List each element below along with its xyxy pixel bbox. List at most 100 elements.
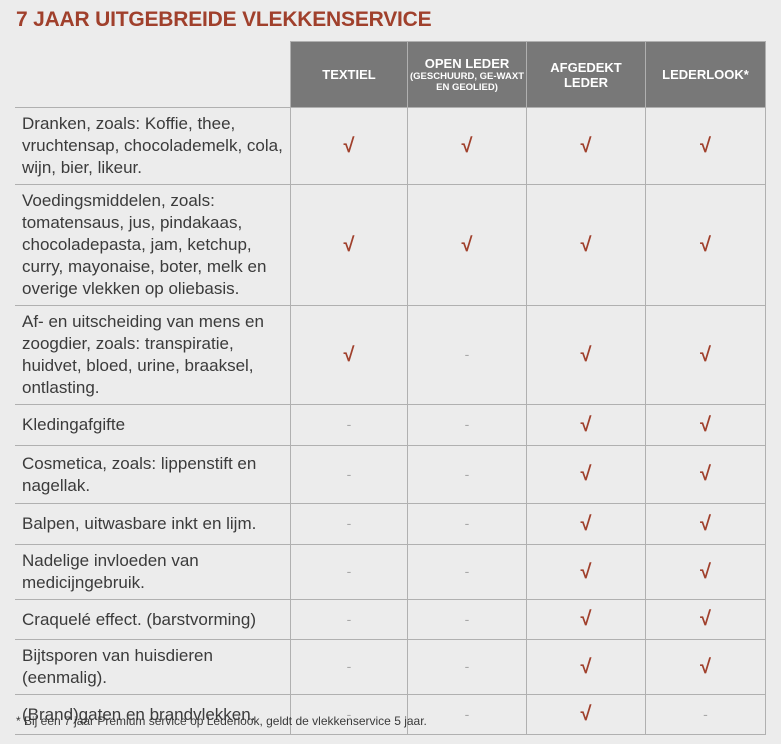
row-label: (Brand)gaten en brandvlekken.	[15, 694, 291, 735]
dash-icon: -	[464, 465, 470, 482]
check-icon: √	[343, 233, 355, 256]
coverage-cell: -	[407, 599, 527, 640]
dash-icon: -	[464, 346, 470, 362]
coverage-cell: -	[290, 503, 408, 545]
check-icon: √	[343, 134, 355, 157]
check-icon: √	[580, 655, 592, 678]
coverage-cell: -	[645, 694, 766, 735]
table-row: Nadelige invloeden van medicijngebruik. -…	[15, 544, 766, 600]
coverage-cell: √	[526, 107, 646, 185]
check-icon: √	[580, 463, 592, 485]
column-label: AFGEDEKT LEDER	[550, 59, 622, 90]
coverage-cell: √	[526, 599, 646, 640]
coverage-cell: -	[290, 599, 408, 640]
row-label: Af- en uitscheiding van mens en zoogdier…	[15, 305, 291, 405]
table-row: Kledingafgifte - - √ √	[15, 404, 766, 446]
column-label: LEDERLOOK*	[662, 67, 749, 82]
row-label: Craquelé effect. (barstvorming)	[15, 599, 291, 640]
coverage-cell: √	[526, 404, 646, 446]
coverage-cell: √	[526, 184, 646, 306]
coverage-cell: -	[290, 544, 408, 600]
page-title: 7 JAAR UITGEBREIDE VLEKKENSERVICE	[16, 8, 432, 31]
dash-icon: -	[346, 416, 352, 432]
coverage-cell: √	[645, 445, 766, 504]
coverage-cell: √	[526, 305, 646, 405]
row-label: Cosmetica, zoals: lippenstift en nagella…	[15, 445, 291, 504]
check-icon: √	[580, 343, 592, 366]
coverage-cell: √	[645, 107, 766, 185]
check-icon: √	[700, 655, 711, 678]
dash-icon: -	[346, 705, 352, 722]
dash-icon: -	[464, 416, 470, 432]
check-icon: √	[700, 413, 711, 436]
table-row: (Brand)gaten en brandvlekken. - - √ -	[15, 694, 766, 735]
coverage-cell: √	[645, 599, 766, 640]
dash-icon: -	[464, 515, 470, 531]
dash-icon: -	[346, 658, 352, 674]
coverage-cell: √	[526, 503, 646, 545]
dash-icon: -	[703, 705, 708, 722]
coverage-cell: -	[290, 639, 408, 695]
check-icon: √	[580, 413, 592, 436]
check-icon: √	[580, 233, 592, 256]
coverage-cell: √	[290, 184, 408, 306]
dash-icon: -	[464, 610, 470, 627]
coverage-cell: √	[407, 107, 527, 185]
row-label: Dranken, zoals: Koffie, thee, vruchtensa…	[15, 107, 291, 185]
column-header-textiel: TEXTIEL	[290, 41, 408, 108]
check-icon: √	[700, 608, 711, 630]
row-label: Bijtsporen van huisdieren (eenmalig).	[15, 639, 291, 695]
coverage-cell: -	[407, 445, 527, 504]
check-icon: √	[700, 560, 711, 583]
table-row: Dranken, zoals: Koffie, thee, vruchtensa…	[15, 107, 766, 185]
column-header-open-leder: OPEN LEDER (GESCHUURD, GE-WAXT EN GEOLIE…	[407, 41, 527, 108]
coverage-cell: √	[290, 305, 408, 405]
table-row: Af- en uitscheiding van mens en zoogdier…	[15, 305, 766, 405]
table-row: Cosmetica, zoals: lippenstift en nagella…	[15, 445, 766, 504]
header-empty-cell	[15, 41, 291, 108]
row-label: Voedingsmiddelen, zoals: tomatensaus, ju…	[15, 184, 291, 306]
check-icon: √	[580, 608, 592, 630]
coverage-cell: -	[290, 404, 408, 446]
check-icon: √	[580, 134, 592, 157]
coverage-cell: -	[407, 694, 527, 735]
coverage-cell: -	[407, 305, 527, 405]
check-icon: √	[461, 134, 473, 157]
table-row: Voedingsmiddelen, zoals: tomatensaus, ju…	[15, 184, 766, 306]
dash-icon: -	[346, 465, 352, 482]
coverage-cell: √	[645, 503, 766, 545]
column-header-lederlook: LEDERLOOK*	[645, 41, 766, 108]
coverage-cell: √	[645, 544, 766, 600]
coverage-cell: √	[526, 639, 646, 695]
table-row: Craquelé effect. (barstvorming) - - √ √	[15, 599, 766, 640]
coverage-cell: √	[645, 305, 766, 405]
coverage-cell: √	[645, 184, 766, 306]
column-header-afgedekt-leder: AFGEDEKT LEDER	[526, 41, 646, 108]
coverage-cell: -	[290, 445, 408, 504]
check-icon: √	[580, 703, 592, 725]
check-icon: √	[700, 512, 711, 535]
check-icon: √	[700, 463, 711, 485]
coverage-cell: -	[407, 639, 527, 695]
dash-icon: -	[346, 515, 352, 531]
check-icon: √	[580, 512, 592, 535]
coverage-cell: -	[407, 404, 527, 446]
check-icon: √	[343, 343, 355, 366]
table-row: Balpen, uitwasbare inkt en lijm. - - √ √	[15, 503, 766, 545]
check-icon: √	[461, 233, 473, 256]
dash-icon: -	[346, 563, 352, 579]
stain-service-table: TEXTIEL OPEN LEDER (GESCHUURD, GE-WAXT E…	[15, 41, 766, 735]
check-icon: √	[580, 560, 592, 583]
coverage-cell: √	[407, 184, 527, 306]
check-icon: √	[700, 134, 711, 157]
dash-icon: -	[464, 563, 470, 579]
dash-icon: -	[464, 705, 470, 722]
dash-icon: -	[464, 658, 470, 674]
column-label: TEXTIEL	[322, 67, 376, 82]
coverage-cell: √	[290, 107, 408, 185]
dash-icon: -	[346, 610, 352, 627]
column-sublabel: (GESCHUURD, GE-WAXT EN GEOLIED)	[410, 71, 524, 93]
check-icon: √	[700, 343, 711, 366]
check-icon: √	[700, 233, 711, 256]
coverage-cell: √	[526, 544, 646, 600]
